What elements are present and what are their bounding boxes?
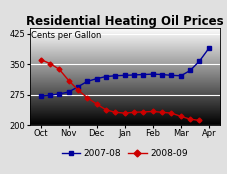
2008-09 bbox=[198, 119, 201, 121]
2007-08 bbox=[95, 78, 98, 80]
2008-09 bbox=[189, 118, 192, 120]
2007-08 bbox=[189, 69, 192, 72]
2008-09 bbox=[123, 112, 126, 114]
2007-08 bbox=[67, 91, 70, 93]
2008-09 bbox=[142, 111, 145, 113]
2007-08 bbox=[123, 74, 126, 76]
2008-09 bbox=[133, 111, 136, 113]
2008-09 bbox=[39, 58, 42, 61]
2007-08 bbox=[152, 73, 154, 75]
2008-09 bbox=[95, 103, 98, 105]
2008-09 bbox=[105, 109, 107, 111]
2008-09 bbox=[161, 111, 163, 113]
Line: 2008-09: 2008-09 bbox=[39, 58, 201, 122]
2007-08 bbox=[39, 95, 42, 97]
2008-09 bbox=[49, 62, 51, 65]
2007-08 bbox=[161, 73, 163, 76]
2007-08 bbox=[86, 80, 89, 82]
2008-09 bbox=[152, 110, 154, 113]
2007-08 bbox=[133, 74, 136, 76]
2008-09 bbox=[86, 97, 89, 99]
2008-09 bbox=[77, 89, 79, 91]
2007-08 bbox=[105, 76, 107, 78]
Legend: 2007-08, 2008-09: 2007-08, 2008-09 bbox=[58, 145, 191, 162]
2008-09 bbox=[58, 68, 61, 70]
2008-09 bbox=[67, 80, 70, 82]
2007-08 bbox=[114, 75, 117, 77]
2007-08 bbox=[180, 75, 182, 77]
Line: 2007-08: 2007-08 bbox=[39, 46, 211, 98]
2008-09 bbox=[170, 112, 173, 114]
2007-08 bbox=[58, 93, 61, 95]
Text: Cents per Gallon: Cents per Gallon bbox=[31, 31, 102, 40]
Title: Residential Heating Oil Prices: Residential Heating Oil Prices bbox=[26, 15, 224, 28]
2007-08 bbox=[142, 73, 145, 76]
2007-08 bbox=[208, 47, 210, 49]
2007-08 bbox=[49, 94, 51, 96]
2007-08 bbox=[170, 74, 173, 76]
2007-08 bbox=[77, 86, 79, 88]
2007-08 bbox=[198, 60, 201, 62]
2008-09 bbox=[114, 111, 117, 113]
2008-09 bbox=[180, 115, 182, 117]
